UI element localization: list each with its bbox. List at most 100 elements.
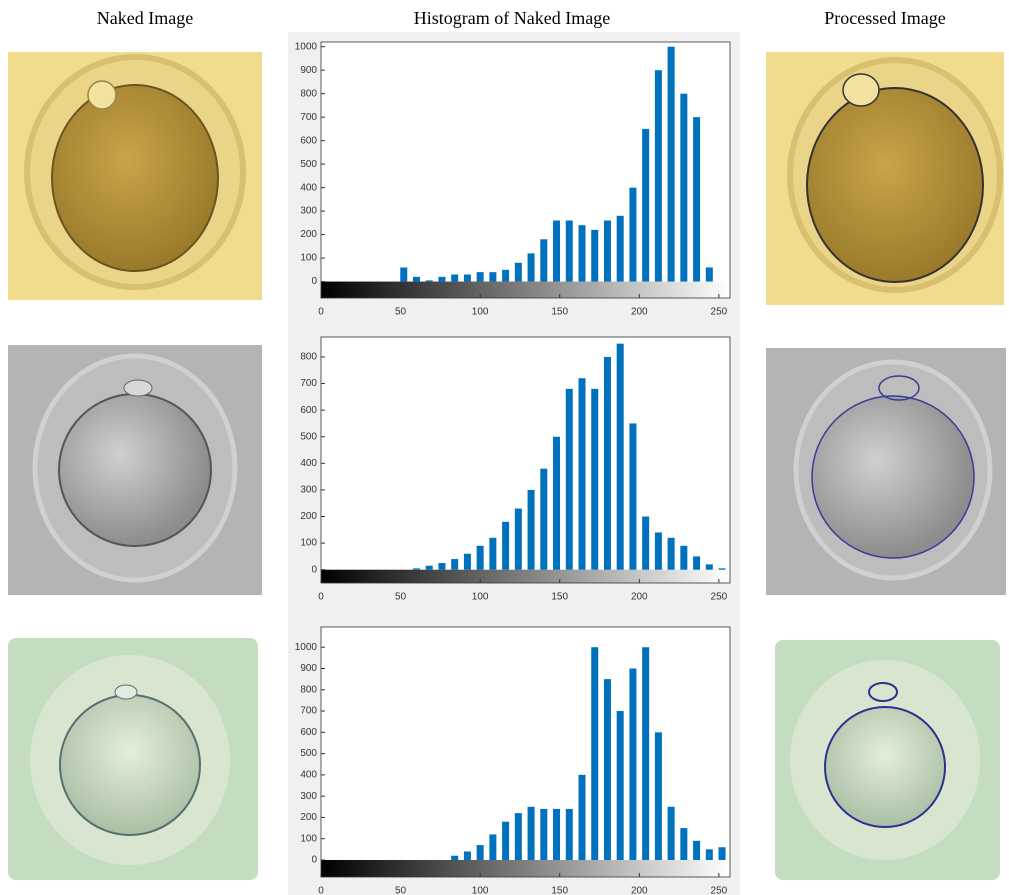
bars — [412, 343, 726, 570]
bar — [553, 436, 561, 570]
x-tick-label: 0 — [318, 886, 324, 895]
naked-image — [8, 52, 262, 300]
bar — [629, 423, 637, 570]
bar — [578, 225, 586, 282]
bar — [667, 806, 675, 860]
bar — [693, 840, 701, 860]
x-tick-label: 0 — [318, 592, 324, 603]
intensity-colorbar — [321, 569, 730, 583]
y-tick-label: 300 — [300, 206, 317, 217]
bar — [680, 828, 688, 860]
x-tick-label: 100 — [472, 592, 489, 603]
y-tick-label: 1000 — [295, 642, 318, 653]
bar — [591, 229, 599, 282]
bar — [693, 117, 701, 282]
x-tick-label: 50 — [395, 592, 407, 603]
bar — [680, 93, 688, 282]
bar — [540, 808, 548, 860]
naked-image — [8, 638, 258, 880]
bar — [578, 774, 586, 860]
plot-frame — [320, 626, 731, 878]
bar — [591, 647, 599, 860]
y-tick-label: 500 — [300, 159, 317, 170]
bar — [463, 274, 471, 282]
processed-image — [766, 348, 1006, 595]
y-tick-label: 700 — [300, 112, 317, 123]
x-tick-label: 100 — [472, 307, 489, 318]
x-tick-label: 150 — [551, 307, 568, 318]
y-tick-label: 900 — [300, 65, 317, 76]
bar — [451, 274, 459, 282]
bar — [514, 262, 522, 282]
bar — [502, 269, 510, 282]
x-tick-label: 200 — [631, 592, 648, 603]
intensity-colorbar — [321, 859, 730, 877]
y-tick-label: 700 — [300, 706, 317, 717]
bar — [514, 508, 522, 570]
bar — [565, 220, 573, 282]
bar — [502, 821, 510, 860]
bar — [654, 532, 662, 570]
bar — [705, 849, 713, 860]
x-tick-label: 50 — [395, 886, 407, 895]
y-tick-label: 300 — [300, 485, 317, 496]
y-tick-label: 700 — [300, 378, 317, 389]
bar — [642, 647, 650, 860]
bar — [425, 280, 433, 282]
y-tick-label: 900 — [300, 663, 317, 674]
y-tick-label: 400 — [300, 182, 317, 193]
bar — [412, 276, 420, 282]
bar — [603, 220, 611, 282]
y-tick-label: 800 — [300, 88, 317, 99]
intensity-colorbar — [321, 281, 730, 298]
processed-image — [766, 52, 1004, 305]
bar — [667, 46, 675, 282]
bar — [718, 568, 726, 570]
bar — [476, 272, 484, 282]
column-header: Processed Image — [824, 8, 945, 28]
bar — [489, 272, 497, 282]
column-header: Naked Image — [97, 8, 193, 28]
y-tick-label: 400 — [300, 770, 317, 781]
bar — [616, 711, 624, 860]
bar — [425, 565, 433, 570]
y-tick-label: 300 — [300, 791, 317, 802]
bar — [476, 545, 484, 570]
y-tick-label: 800 — [300, 352, 317, 363]
bar — [642, 128, 650, 282]
y-tick-label: 400 — [300, 458, 317, 469]
y-tick-label: 0 — [311, 276, 317, 287]
processed-image — [775, 640, 1000, 880]
bars — [400, 46, 713, 282]
bar — [680, 545, 688, 570]
x-tick-label: 200 — [631, 886, 648, 895]
bar — [553, 220, 561, 282]
bar — [527, 489, 535, 570]
bar — [463, 553, 471, 570]
bar — [451, 559, 459, 570]
bar — [527, 806, 535, 860]
bar — [718, 847, 726, 860]
y-tick-label: 200 — [300, 229, 317, 240]
column-header: Histogram of Naked Image — [414, 8, 610, 28]
y-tick-label: 100 — [300, 253, 317, 264]
histogram-chart: 0 100 200 300 400 500 600 700 800 0 50 100 150 200 250 — [300, 336, 731, 603]
plot-frame — [320, 41, 731, 299]
y-tick-label: 600 — [300, 405, 317, 416]
y-tick-label: 100 — [300, 538, 317, 549]
x-tick-label: 200 — [631, 307, 648, 318]
naked-image — [8, 345, 262, 595]
y-tick-label: 1000 — [295, 41, 318, 52]
plot-frame — [320, 336, 731, 584]
bar — [603, 679, 611, 860]
bar — [629, 187, 637, 282]
bars — [451, 647, 726, 860]
x-tick-label: 50 — [395, 307, 407, 318]
bar — [642, 516, 650, 570]
x-tick-label: 100 — [472, 886, 489, 895]
y-tick-label: 800 — [300, 684, 317, 695]
bar — [451, 855, 459, 860]
y-tick-label: 0 — [311, 855, 317, 866]
bar — [693, 556, 701, 570]
